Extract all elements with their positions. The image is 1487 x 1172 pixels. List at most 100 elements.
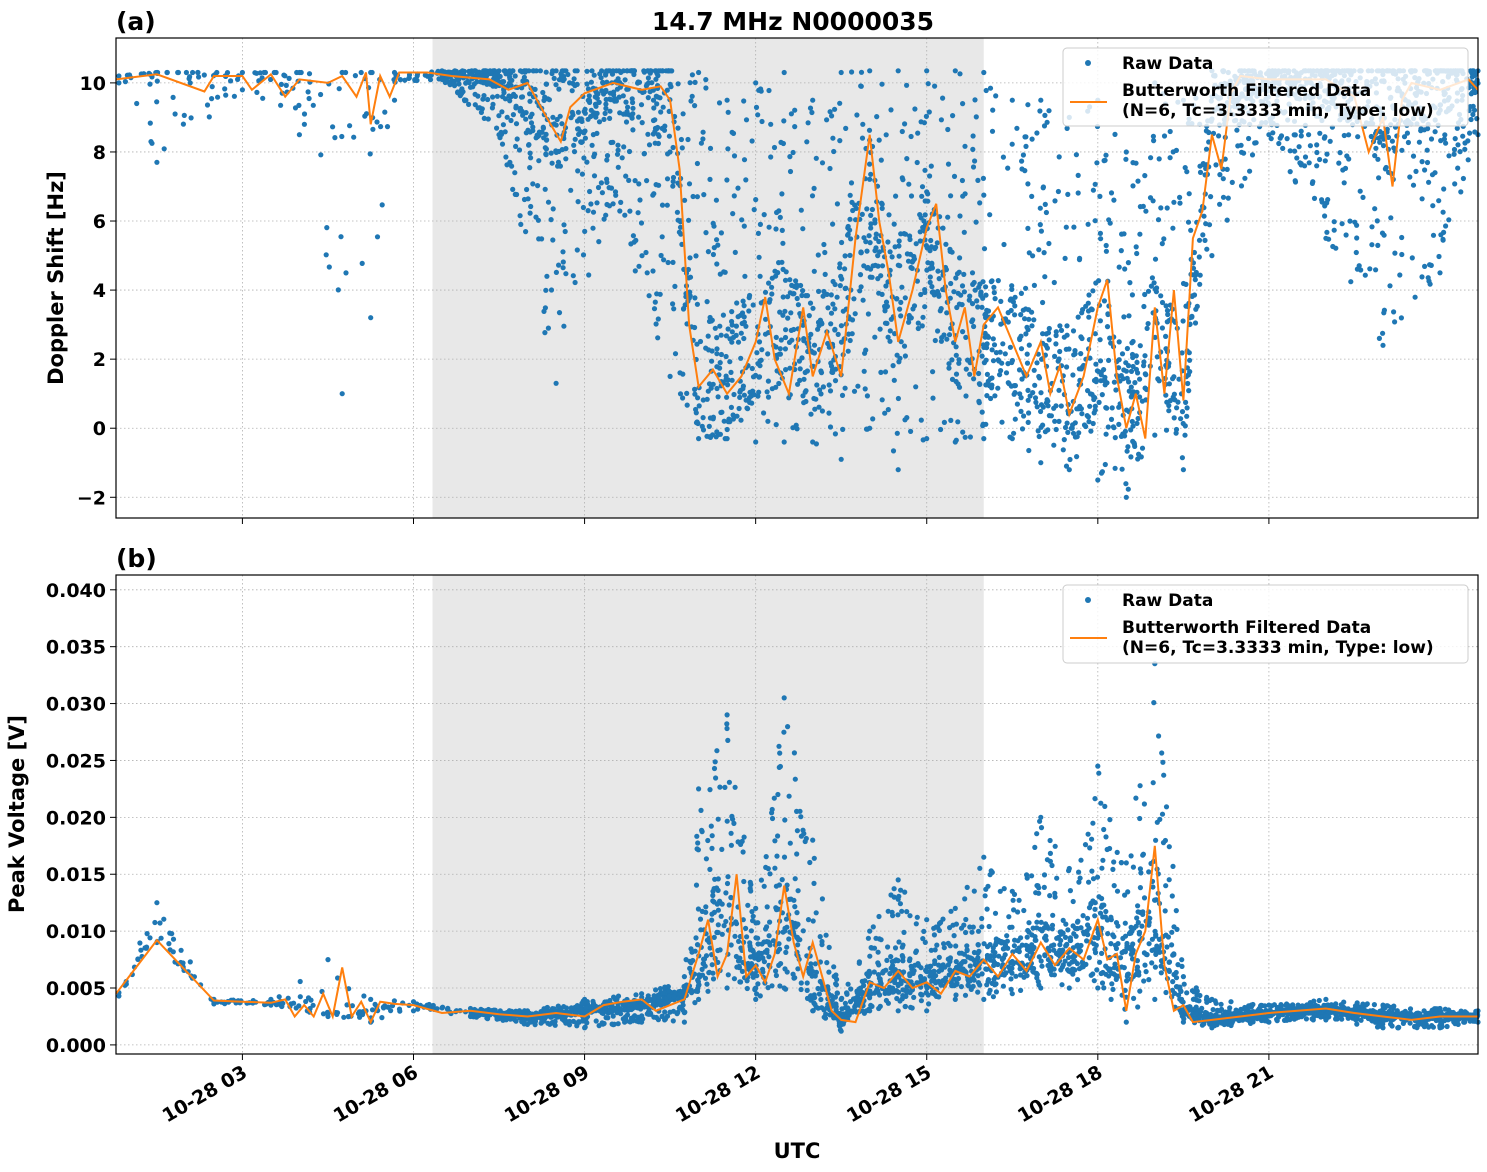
raw-data-point bbox=[616, 94, 622, 100]
raw-data-point bbox=[817, 978, 823, 985]
raw-data-point bbox=[888, 954, 894, 960]
raw-data-point bbox=[466, 68, 472, 74]
raw-data-point bbox=[1209, 253, 1215, 259]
raw-data-point bbox=[1017, 391, 1023, 397]
raw-data-point bbox=[1048, 413, 1054, 419]
raw-data-point bbox=[898, 231, 904, 237]
raw-data-point bbox=[654, 291, 660, 297]
raw-data-point bbox=[976, 398, 982, 404]
raw-data-point bbox=[543, 69, 549, 75]
raw-data-point bbox=[1330, 243, 1336, 250]
raw-data-point bbox=[513, 121, 520, 127]
raw-data-point bbox=[1143, 208, 1149, 214]
raw-data-point bbox=[1103, 242, 1109, 249]
raw-data-point bbox=[579, 139, 585, 145]
raw-data-point bbox=[1009, 97, 1015, 103]
raw-data-point bbox=[927, 248, 933, 254]
raw-data-point bbox=[1166, 402, 1172, 409]
raw-data-point bbox=[763, 316, 769, 322]
raw-data-point bbox=[670, 259, 676, 265]
raw-data-point bbox=[1041, 250, 1047, 256]
raw-data-point bbox=[813, 969, 820, 976]
raw-data-point bbox=[170, 94, 176, 100]
raw-data-point bbox=[528, 120, 535, 126]
raw-data-point bbox=[706, 939, 712, 945]
raw-data-point bbox=[1038, 460, 1044, 466]
raw-data-point bbox=[731, 976, 738, 982]
raw-data-point bbox=[946, 361, 952, 367]
raw-data-point bbox=[798, 814, 804, 820]
raw-data-point bbox=[591, 173, 598, 179]
raw-data-point bbox=[1034, 404, 1040, 410]
raw-data-point bbox=[1171, 374, 1177, 380]
raw-data-point bbox=[794, 426, 800, 432]
raw-data-point bbox=[1203, 128, 1209, 134]
raw-data-point bbox=[967, 434, 974, 440]
raw-data-point bbox=[576, 131, 582, 137]
raw-data-point bbox=[555, 1003, 561, 1009]
raw-data-point bbox=[285, 995, 291, 1001]
raw-data-point bbox=[784, 944, 790, 950]
raw-data-point bbox=[759, 347, 765, 353]
raw-data-point bbox=[528, 203, 534, 210]
raw-data-point bbox=[604, 68, 610, 74]
raw-data-point bbox=[603, 96, 609, 103]
raw-data-point bbox=[1057, 348, 1063, 355]
raw-data-point bbox=[849, 317, 856, 323]
raw-data-point bbox=[626, 177, 632, 183]
raw-data-point bbox=[724, 880, 731, 887]
raw-data-point bbox=[1343, 232, 1349, 238]
raw-data-point bbox=[1375, 242, 1381, 248]
raw-data-point bbox=[870, 416, 876, 422]
raw-data-point bbox=[1077, 255, 1083, 261]
raw-data-point bbox=[1145, 321, 1151, 327]
raw-data-point bbox=[1052, 198, 1058, 204]
raw-data-point bbox=[528, 155, 534, 161]
raw-data-point bbox=[1040, 331, 1046, 337]
raw-data-point bbox=[740, 298, 746, 304]
raw-data-point bbox=[907, 913, 913, 919]
raw-data-point bbox=[1131, 440, 1137, 446]
raw-data-point bbox=[807, 859, 813, 866]
raw-data-point bbox=[786, 896, 792, 903]
raw-data-point bbox=[761, 959, 768, 965]
raw-data-point bbox=[826, 382, 832, 388]
raw-data-point bbox=[791, 326, 797, 333]
raw-data-point bbox=[646, 142, 653, 148]
raw-data-point bbox=[1018, 346, 1025, 352]
raw-data-point bbox=[1023, 306, 1029, 312]
raw-data-point bbox=[767, 919, 773, 925]
raw-data-point bbox=[1087, 403, 1093, 409]
raw-data-point bbox=[973, 219, 979, 225]
raw-data-point bbox=[761, 212, 767, 218]
raw-data-point bbox=[1220, 194, 1227, 200]
raw-data-point bbox=[676, 1005, 683, 1011]
raw-data-point bbox=[1046, 337, 1052, 343]
raw-data-point bbox=[703, 77, 709, 83]
raw-data-point bbox=[700, 427, 707, 433]
raw-data-point bbox=[937, 308, 943, 314]
raw-data-point bbox=[1392, 250, 1398, 256]
raw-data-point bbox=[981, 69, 987, 76]
raw-data-point bbox=[811, 268, 817, 274]
raw-data-point bbox=[777, 351, 784, 357]
raw-data-point bbox=[590, 132, 597, 138]
raw-data-point bbox=[859, 211, 865, 217]
raw-data-point bbox=[705, 988, 711, 994]
raw-data-point bbox=[717, 360, 723, 366]
raw-data-point bbox=[615, 993, 622, 999]
raw-data-point bbox=[1085, 221, 1091, 227]
raw-data-point bbox=[610, 1013, 616, 1019]
raw-data-point bbox=[988, 279, 994, 285]
raw-data-point bbox=[753, 439, 759, 445]
raw-data-point bbox=[1058, 403, 1064, 409]
raw-data-point bbox=[960, 429, 966, 435]
raw-data-point bbox=[974, 298, 980, 304]
raw-data-point bbox=[996, 358, 1002, 364]
raw-data-point bbox=[1203, 221, 1209, 227]
raw-data-point bbox=[741, 98, 747, 104]
raw-data-point bbox=[603, 105, 609, 111]
raw-data-point bbox=[790, 425, 796, 431]
raw-data-point bbox=[1116, 365, 1122, 371]
raw-data-point bbox=[188, 115, 194, 121]
